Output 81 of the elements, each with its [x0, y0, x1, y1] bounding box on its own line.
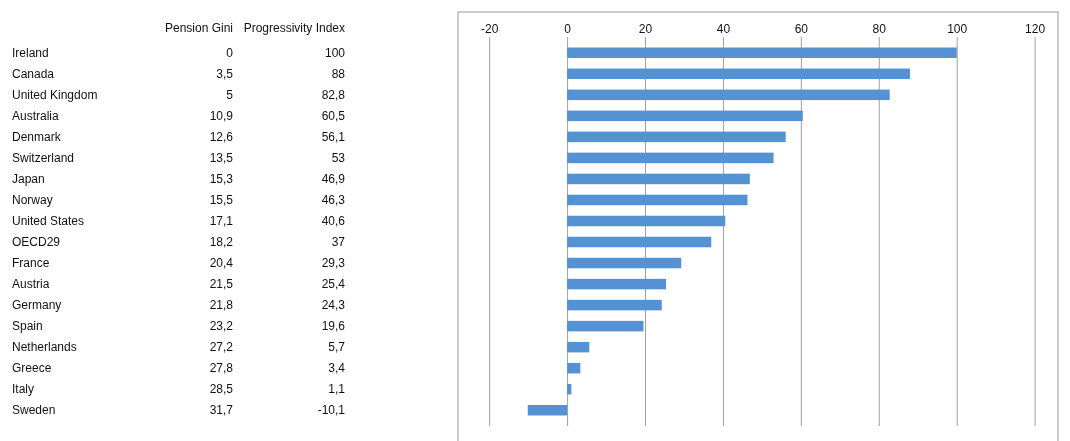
x-tick-label: 60 [794, 22, 809, 36]
bar [527, 404, 568, 416]
data-label: 12,6 [209, 130, 234, 145]
data-label: 0 [226, 45, 234, 60]
bar [567, 215, 726, 227]
data-label: 15,3 [209, 172, 234, 187]
data-label: 29,3 [321, 256, 346, 271]
data-label: 13,5 [209, 151, 234, 166]
category-label: Greece [12, 361, 52, 376]
category-label: Norway [12, 193, 53, 208]
bar [567, 89, 890, 101]
x-tick-label: 20 [638, 22, 653, 36]
data-label: 37 [331, 235, 346, 250]
bar [567, 299, 662, 311]
data-label: 15,5 [209, 193, 234, 208]
category-label: Germany [12, 298, 62, 313]
category-label: France [12, 256, 50, 271]
bar [567, 341, 590, 353]
bar [567, 173, 750, 185]
bar [567, 131, 786, 143]
data-label: 21,5 [209, 277, 234, 292]
data-label: 5 [226, 88, 234, 103]
bar [567, 320, 644, 332]
bar [567, 47, 957, 59]
data-label: 46,3 [321, 193, 346, 208]
x-tick-label: 0 [564, 22, 572, 36]
data-label: 20,4 [209, 256, 234, 271]
bar [567, 236, 712, 248]
x-tick-label: -20 [481, 22, 499, 36]
data-label: 17,1 [209, 214, 234, 229]
bar [567, 110, 803, 122]
category-label: Ireland [12, 45, 49, 60]
data-label: 53 [331, 151, 346, 166]
data-label: 28,5 [209, 382, 234, 397]
data-label: 100 [324, 45, 346, 60]
data-label: 21,8 [209, 298, 234, 313]
data-label: 3,4 [328, 361, 346, 376]
data-label: 46,9 [321, 172, 346, 187]
data-label: -10,1 [317, 403, 346, 418]
category-label: Austria [12, 277, 50, 292]
category-label: Sweden [12, 403, 56, 418]
data-label: 60,5 [321, 109, 346, 124]
bar [567, 362, 581, 374]
data-label: 5,7 [328, 340, 346, 355]
text: Pension Gini [164, 21, 233, 35]
category-label: United States [12, 214, 85, 229]
bar [567, 257, 682, 269]
x-tick-label: 40 [716, 22, 731, 36]
data-label: 24,3 [321, 298, 346, 313]
data-label: 56,1 [321, 130, 346, 145]
category-label: OECD29 [12, 235, 61, 250]
text: Progressivity Index [243, 21, 345, 35]
bar [567, 68, 910, 80]
category-label: Japan [12, 172, 45, 187]
data-label: 88 [331, 67, 346, 81]
data-label: 19,6 [321, 319, 346, 334]
category-label: Netherlands [12, 340, 77, 355]
data-label: 1,1 [328, 382, 346, 397]
data-label: 10,9 [209, 109, 234, 124]
bar [567, 194, 748, 206]
data-label: 82,8 [321, 88, 346, 103]
category-label: Denmark [12, 130, 62, 145]
x-tick-label: 80 [872, 22, 887, 36]
category-label: Australia [12, 109, 60, 124]
data-label: 18,2 [209, 235, 234, 250]
data-label: 31,7 [209, 403, 234, 418]
data-label: 23,2 [209, 319, 234, 334]
category-label: Italy [12, 382, 35, 397]
data-label: 25,4 [321, 277, 346, 292]
data-label: 27,2 [209, 340, 234, 355]
data-label: 27,8 [209, 361, 234, 376]
category-label: Switzerland [12, 151, 75, 166]
category-label: Canada [12, 67, 55, 81]
category-label: Spain [12, 319, 43, 334]
category-label: United Kingdom [12, 88, 98, 103]
x-tick-label: 120 [1025, 22, 1046, 36]
bar [567, 152, 774, 164]
bar [567, 278, 667, 290]
data-label: 40,6 [321, 214, 346, 229]
data-label: 3,5 [216, 67, 234, 81]
x-tick-label: 100 [947, 22, 968, 36]
